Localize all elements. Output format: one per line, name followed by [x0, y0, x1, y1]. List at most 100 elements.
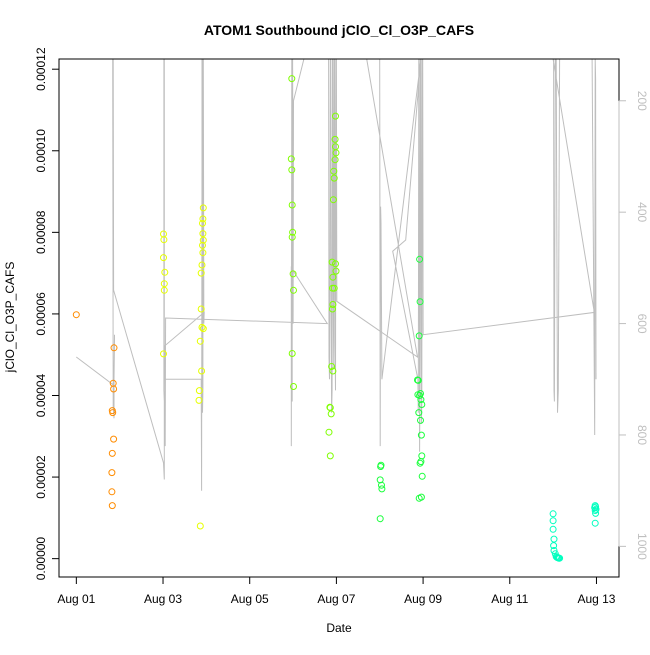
x-axis: Aug 01 Aug 03 Aug 05 Aug 07 Aug 09 Aug 11 Aug …	[57, 576, 616, 606]
data-point	[417, 396, 425, 404]
data-point	[196, 522, 204, 530]
data-point	[416, 392, 424, 399]
data-point	[332, 267, 340, 275]
data-point	[289, 228, 297, 236]
y-tick-label: 0.00012	[34, 47, 48, 91]
data-point	[199, 236, 207, 244]
data-point	[198, 323, 206, 331]
data-point	[329, 367, 337, 375]
data-point	[330, 284, 338, 292]
data-point	[327, 410, 335, 418]
data-point	[108, 469, 116, 477]
x-tick-label: Aug 11	[491, 592, 528, 606]
data-point	[195, 387, 203, 395]
data-point	[414, 376, 422, 384]
secondary-y-tick-label: 400	[635, 202, 649, 222]
y-tick-label: 0.00006	[34, 292, 48, 336]
data-point	[326, 452, 334, 460]
data-point	[72, 311, 80, 319]
data-point	[591, 507, 599, 514]
data-point	[416, 255, 424, 263]
data-point	[108, 488, 116, 496]
plot-frame	[58, 58, 620, 578]
secondary-y-tick-label: 800	[635, 425, 649, 445]
secondary-y-tick-label: 1000	[635, 533, 649, 560]
data-point	[199, 215, 207, 223]
data-point	[290, 286, 297, 294]
pressure-profile-line	[75, 58, 597, 491]
data-point	[331, 135, 339, 143]
secondary-y-tick-label: 200	[635, 91, 649, 111]
data-point	[591, 519, 599, 527]
data-point	[329, 305, 336, 313]
data-point	[289, 270, 297, 278]
data-point	[418, 401, 426, 408]
data-point	[549, 525, 557, 533]
data-point	[332, 149, 340, 157]
data-point	[549, 517, 557, 525]
data-point	[592, 505, 600, 513]
data-point	[160, 254, 167, 262]
x-tick-label: Aug 09	[404, 592, 442, 606]
y-axis: 0.00000 0.00002 0.00004 0.00006 0.00008 0.000…	[34, 47, 60, 581]
data-point	[199, 325, 207, 333]
data-point	[328, 258, 336, 266]
y-tick-label: 0.00000	[34, 537, 48, 581]
data-point	[550, 547, 558, 554]
data-point	[592, 509, 600, 517]
data-point	[332, 112, 339, 120]
data-point	[198, 367, 206, 375]
data-point	[160, 236, 168, 244]
x-tick-label: Aug 03	[144, 592, 182, 606]
y-tick-label: 0.00002	[34, 455, 48, 499]
data-point	[197, 269, 205, 277]
data-point	[110, 344, 118, 352]
data-point	[160, 350, 167, 358]
data-point	[195, 396, 203, 404]
data-point	[415, 409, 423, 417]
data-point	[330, 174, 338, 182]
data-point	[288, 233, 296, 241]
data-point	[199, 241, 206, 249]
x-tick-label: Aug 13	[577, 592, 615, 606]
data-point	[288, 201, 296, 209]
data-point	[199, 230, 207, 238]
data-point	[418, 472, 426, 480]
y-axis-label: jClO_Cl_O3P_CAFS	[3, 262, 17, 374]
secondary-y-tick-label: 600	[635, 314, 649, 334]
data-point	[197, 305, 205, 313]
data-point	[377, 463, 385, 470]
data-point	[288, 166, 296, 174]
y-tick-label: 0.00010	[34, 129, 48, 173]
x-tick-label: Aug 01	[57, 592, 95, 606]
x-axis-label: Date	[326, 621, 352, 635]
data-point	[332, 260, 339, 268]
data-point	[160, 286, 168, 294]
x-tick-label: Aug 05	[231, 592, 269, 606]
x-tick-label: Aug 07	[317, 592, 355, 606]
data-point	[199, 204, 207, 212]
data-point	[199, 219, 206, 227]
data-point	[329, 196, 337, 204]
data-point	[329, 301, 337, 308]
data-point	[325, 428, 333, 436]
data-point	[329, 273, 337, 281]
chart-title: ATOM1 Southbound jClO_Cl_O3P_CAFS	[204, 22, 474, 38]
data-point	[415, 494, 423, 502]
data-point	[161, 268, 169, 276]
data-point	[376, 515, 384, 523]
data-point	[199, 249, 207, 257]
data-point	[328, 363, 336, 370]
profile-lines	[75, 58, 597, 491]
data-point	[378, 481, 385, 489]
data-point	[288, 350, 296, 357]
data-point	[330, 167, 338, 175]
data-point	[290, 383, 297, 390]
data-point	[331, 156, 339, 164]
data-point	[378, 485, 386, 493]
y-tick-label: 0.00008	[34, 210, 48, 254]
data-point	[288, 75, 296, 83]
data-point	[550, 535, 558, 543]
data-point	[418, 452, 426, 460]
